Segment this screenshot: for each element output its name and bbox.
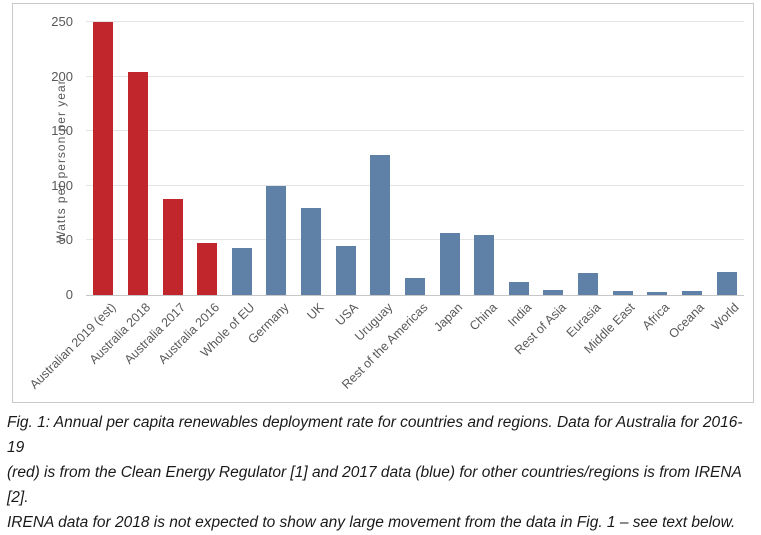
y-tick-label: 200 bbox=[51, 68, 73, 84]
bar-slot: India bbox=[502, 22, 537, 329]
y-tick-label: 50 bbox=[58, 232, 73, 248]
bar-slot: Middle East bbox=[582, 22, 640, 356]
x-axis-label: Oceana bbox=[666, 300, 708, 342]
y-tick-label: 0 bbox=[65, 287, 73, 302]
x-axis-label: China bbox=[466, 300, 500, 334]
gridline bbox=[86, 75, 744, 77]
y-tick-label: 100 bbox=[51, 177, 73, 193]
bar-slot: Africa bbox=[640, 22, 675, 333]
bar-slot: World bbox=[709, 22, 744, 333]
gridline bbox=[86, 184, 744, 186]
x-axis-line bbox=[86, 295, 744, 296]
y-tick-label: 150 bbox=[51, 123, 73, 139]
bar-slot: Rest of Asia bbox=[512, 22, 571, 357]
bar bbox=[404, 277, 425, 295]
bar-slot: Australia 2016 bbox=[156, 22, 225, 367]
bar-slot: UK bbox=[294, 22, 329, 322]
bar-slot: Whole of EU bbox=[197, 22, 260, 360]
bar bbox=[543, 289, 564, 295]
gridline bbox=[86, 130, 744, 132]
bar bbox=[681, 290, 702, 295]
bar bbox=[612, 290, 633, 295]
bar-slot: Oceana bbox=[666, 22, 710, 341]
plot-area: Australian 2019 (est) Australia 2018 Austr… bbox=[27, 21, 744, 392]
bar-slot: Japan bbox=[431, 22, 467, 334]
bar-slot: Eurasia bbox=[563, 22, 606, 340]
bar-slot: China bbox=[466, 22, 502, 333]
bar bbox=[93, 22, 114, 295]
bar bbox=[266, 185, 287, 295]
bar bbox=[439, 232, 460, 295]
bar-slot: Australia 2018 bbox=[87, 22, 156, 367]
bar-slot: Rest of the Americas bbox=[339, 22, 433, 392]
y-tick-label: 250 bbox=[51, 14, 73, 29]
bar bbox=[508, 281, 529, 295]
caption-line: IRENA data for 2018 is not expected to s… bbox=[7, 514, 736, 531]
bar bbox=[301, 207, 322, 295]
bar-slot: USA bbox=[328, 22, 363, 328]
bar-slot: Australia 2017 bbox=[121, 22, 190, 367]
bar-slot: Germany bbox=[245, 22, 294, 347]
bar bbox=[197, 242, 218, 295]
bar bbox=[231, 248, 252, 295]
bar-slot: Uruguay bbox=[352, 22, 398, 344]
x-axis-label: UK bbox=[304, 300, 327, 323]
bar-series: Australian 2019 (est) Australia 2018 Austr… bbox=[27, 22, 744, 392]
bar bbox=[127, 72, 148, 295]
y-axis-title: Watts per person per year bbox=[54, 79, 68, 243]
gridline bbox=[86, 21, 744, 22]
bar bbox=[647, 291, 668, 295]
x-axis-label: World bbox=[708, 300, 742, 334]
gridline bbox=[86, 239, 744, 241]
caption-line: (red) is from the Clean Energy Regulator… bbox=[7, 464, 742, 506]
bar bbox=[474, 234, 495, 295]
bar bbox=[370, 155, 391, 295]
bar-slot: Australian 2019 (est) bbox=[27, 22, 121, 392]
bar bbox=[716, 272, 737, 295]
caption-line: Fig. 1: Annual per capita renewables dep… bbox=[7, 414, 743, 456]
bar bbox=[335, 245, 356, 295]
bar bbox=[162, 198, 183, 295]
x-axis-label: India bbox=[504, 300, 535, 330]
x-axis-label: USA bbox=[332, 300, 361, 329]
figure-chart: Watts per person per year 0 50 100 150 200 25… bbox=[12, 3, 754, 403]
bar bbox=[578, 273, 599, 295]
figure-caption: Fig. 1: Annual per capita renewables dep… bbox=[7, 410, 759, 535]
x-axis-label: Japan bbox=[430, 300, 465, 335]
